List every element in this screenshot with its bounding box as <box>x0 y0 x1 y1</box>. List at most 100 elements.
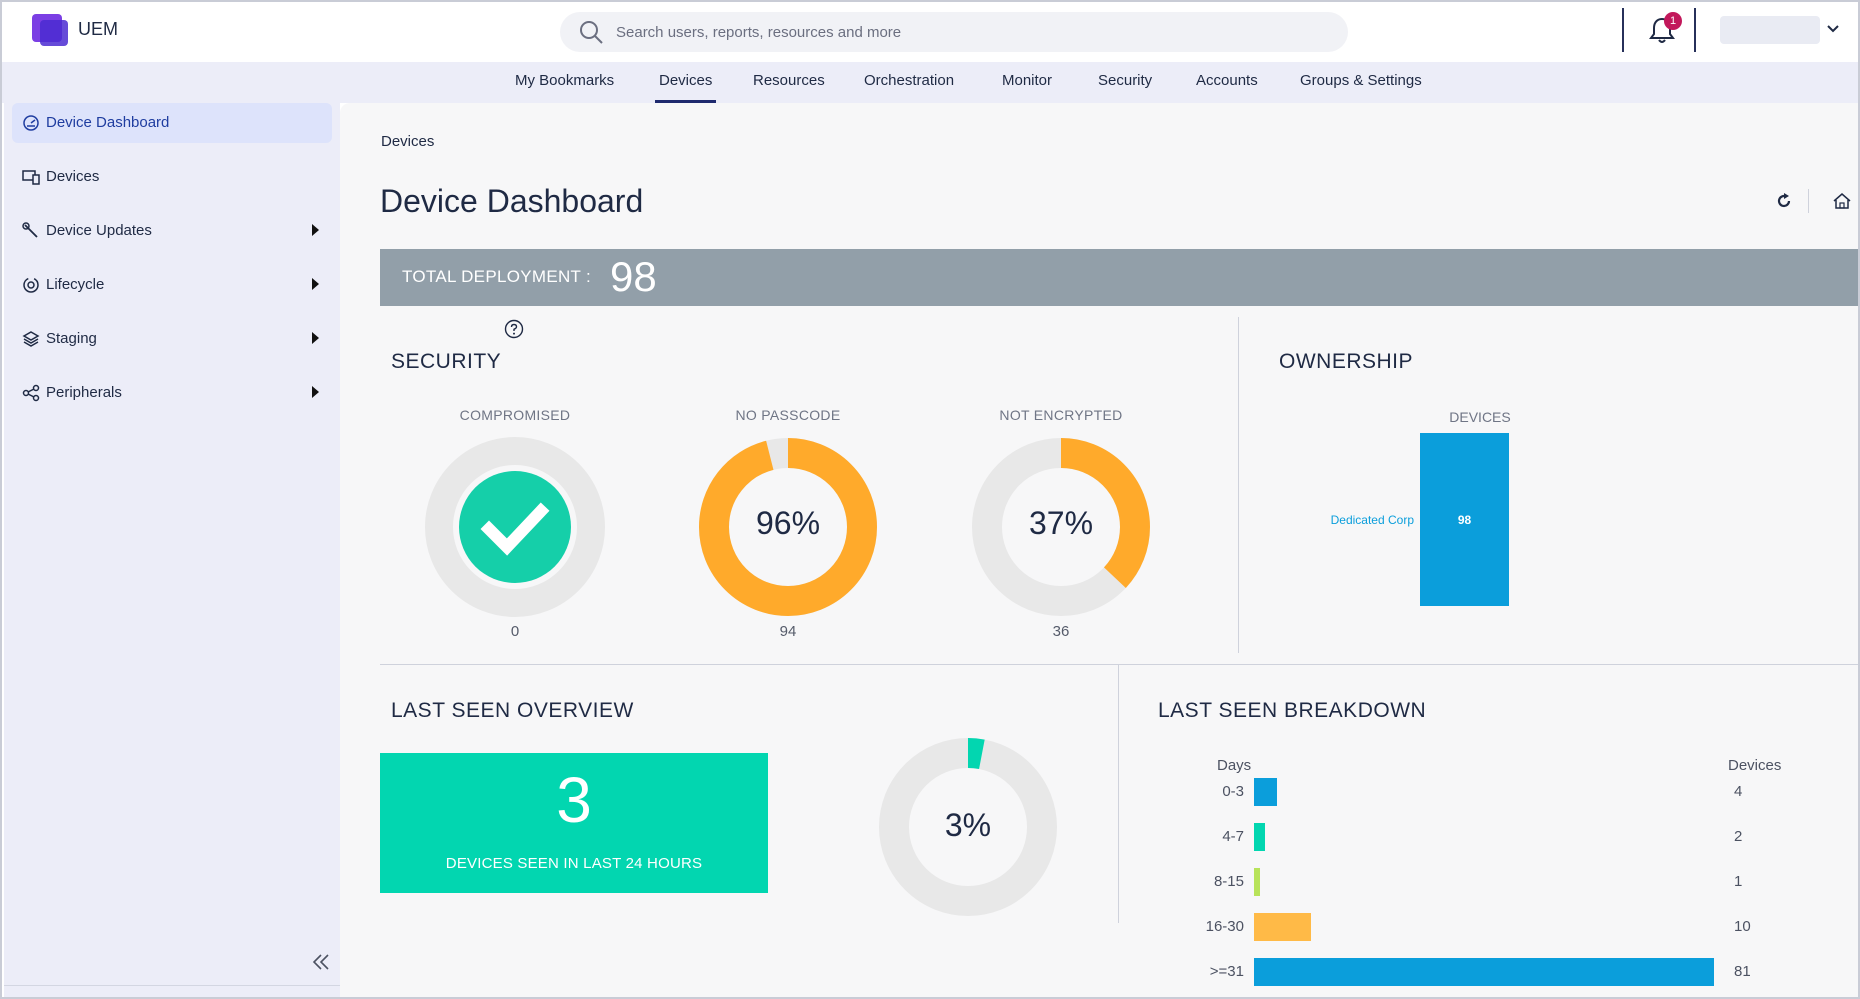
security-title: SECURITY <box>391 350 502 373</box>
breakdown-category-label: 0-3 <box>1222 783 1244 800</box>
search-input[interactable] <box>616 12 1316 52</box>
main-nav: My Bookmarks Devices Resources Orchestra… <box>2 62 1858 103</box>
app-name: UEM <box>78 19 118 39</box>
sidebar-item-devices[interactable]: Devices <box>12 157 332 197</box>
sidebar-item-device-dashboard[interactable]: Device Dashboard <box>12 103 332 143</box>
nav-groups-settings[interactable]: Groups & Settings <box>1300 72 1422 89</box>
refresh-icon[interactable] <box>1774 191 1794 211</box>
search-icon <box>580 21 603 44</box>
not-encrypted-count: 36 <box>1052 623 1070 640</box>
total-deployment-label: TOTAL DEPLOYMENT : <box>402 267 591 286</box>
sidebar-item-lifecycle[interactable]: Lifecycle <box>12 265 332 305</box>
breakdown-bar[interactable] <box>1254 778 1277 806</box>
panel-divider <box>1118 665 1119 923</box>
breakdown-bar[interactable] <box>1254 823 1266 851</box>
chevron-down-icon[interactable] <box>1824 20 1842 38</box>
nav-monitor[interactable]: Monitor <box>1002 72 1053 89</box>
divider <box>4 985 340 986</box>
last-seen-tile[interactable]: 3 DEVICES SEEN IN LAST 24 HOURS <box>380 753 768 893</box>
page-title: Device Dashboard <box>380 183 644 219</box>
no-passcode-donut[interactable] <box>698 437 878 617</box>
breakdown-value-label: 1 <box>1734 873 1743 890</box>
breakdown-bar[interactable] <box>1254 868 1260 896</box>
toolbar-divider <box>1694 8 1696 52</box>
total-deployment-value: 98 <box>610 253 657 300</box>
breadcrumb[interactable]: Devices <box>381 133 435 150</box>
lifecycle-icon <box>23 277 39 293</box>
breakdown-bar[interactable] <box>1254 913 1311 941</box>
sidebar-item-label: Lifecycle <box>46 276 105 293</box>
not-encrypted-label: NOT ENCRYPTED <box>999 407 1123 423</box>
breakdown-category-label: 8-15 <box>1213 873 1244 890</box>
layers-icon <box>22 331 40 347</box>
not-encrypted-percent: 37% <box>1028 505 1094 541</box>
collapse-sidebar-icon[interactable] <box>310 951 332 973</box>
main-content: Devices Device Dashboard TOTAL DEPLOYMEN… <box>340 103 1858 997</box>
compromised-count: 0 <box>510 623 520 640</box>
nav-orchestration[interactable]: Orchestration <box>864 72 955 89</box>
not-encrypted-arc <box>972 438 1150 616</box>
ownership-category-label: Dedicated Corp <box>1330 513 1414 527</box>
sidebar-item-staging[interactable]: Staging <box>12 319 332 359</box>
breakdown-value-label: 2 <box>1734 828 1743 845</box>
expand-arrow-icon[interactable] <box>312 332 319 344</box>
breakdown-category-label: 16-30 <box>1205 918 1244 935</box>
last-seen-donut[interactable] <box>878 737 1058 917</box>
breakdown-category-label: 4-7 <box>1222 828 1244 845</box>
compromised-donut[interactable] <box>425 437 605 617</box>
nav-devices[interactable]: Devices <box>654 72 717 103</box>
no-passcode-percent: 96% <box>755 505 821 541</box>
expand-arrow-icon[interactable] <box>312 278 319 290</box>
no-passcode-label: NO PASSCODE <box>735 407 841 423</box>
top-bar: UEM 1 <box>2 2 1858 62</box>
breakdown-days-header: Days <box>1217 757 1252 774</box>
compromised-label: COMPROMISED <box>459 407 571 423</box>
last-seen-breakdown-title: LAST SEEN BREAKDOWN <box>1158 699 1427 722</box>
ownership-bar[interactable] <box>1420 433 1509 606</box>
sidebar-item-device-updates[interactable]: Device Updates <box>12 211 332 251</box>
ownership-axis-label: DEVICES <box>1449 409 1511 425</box>
last-seen-percent: 3% <box>944 807 992 843</box>
expand-arrow-icon[interactable] <box>312 224 319 236</box>
total-deployment-banner: TOTAL DEPLOYMENT : 98 <box>380 249 1858 306</box>
check-icon <box>480 502 550 556</box>
devices-icon <box>22 170 40 185</box>
home-icon[interactable] <box>1832 191 1852 211</box>
breakdown-bar[interactable] <box>1254 958 1714 986</box>
toolbar-divider <box>1808 189 1809 213</box>
breakdown-category-label: >=31 <box>1209 963 1244 980</box>
nav-security[interactable]: Security <box>1098 72 1153 89</box>
peripherals-icon <box>22 384 40 402</box>
help-icon[interactable] <box>504 319 524 339</box>
nav-my-bookmarks[interactable]: My Bookmarks <box>515 72 615 89</box>
app-logo-icon[interactable] <box>32 14 68 46</box>
notification-badge: 1 <box>1664 12 1682 30</box>
panel-divider <box>1238 317 1239 653</box>
wrench-icon <box>22 222 38 238</box>
last-seen-overview-title: LAST SEEN OVERVIEW <box>391 699 634 722</box>
dashboard-icon <box>23 115 39 131</box>
sidebar-item-label: Device Updates <box>46 222 152 239</box>
no-passcode-count: 94 <box>779 623 797 640</box>
not-encrypted-donut[interactable] <box>971 437 1151 617</box>
ownership-bar-value: 98 <box>1457 513 1472 527</box>
breakdown-value-label: 10 <box>1734 918 1751 935</box>
nav-accounts[interactable]: Accounts <box>1196 72 1258 89</box>
section-divider <box>380 664 1858 665</box>
no-passcode-arc <box>699 438 877 616</box>
sidebar-item-label: Device Dashboard <box>46 114 170 131</box>
user-menu[interactable] <box>1720 16 1820 44</box>
search-box[interactable] <box>560 12 1348 52</box>
ownership-title: OWNERSHIP <box>1279 350 1414 373</box>
toolbar-divider <box>1622 8 1624 52</box>
sidebar-item-label: Staging <box>46 330 97 347</box>
last-seen-value: 3 <box>556 764 592 836</box>
sidebar-item-peripherals[interactable]: Peripherals <box>12 373 332 413</box>
breakdown-value-label: 4 <box>1734 783 1743 800</box>
expand-arrow-icon[interactable] <box>312 386 319 398</box>
last-seen-arc <box>879 738 1057 916</box>
sidebar-item-label: Devices <box>46 168 100 185</box>
nav-resources[interactable]: Resources <box>753 72 825 89</box>
sidebar-item-label: Peripherals <box>46 384 122 401</box>
